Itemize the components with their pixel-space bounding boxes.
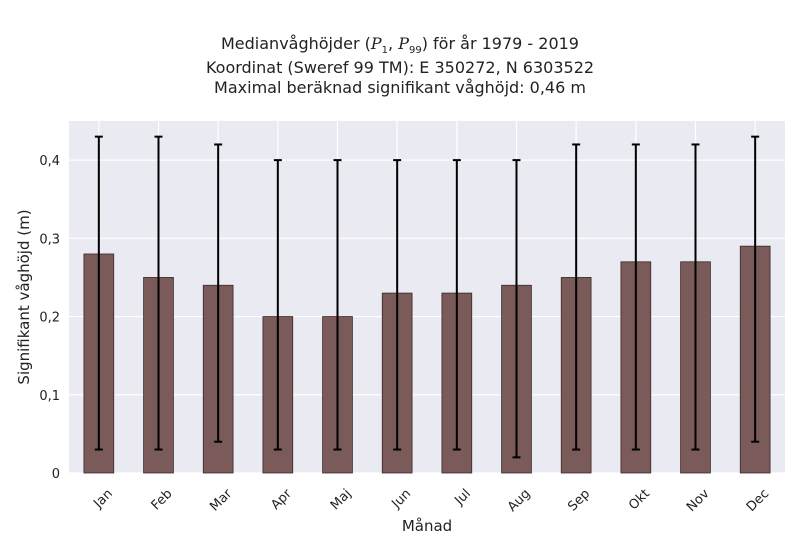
chart-title-line-1: Medianvåghöjder (P1, P99) för år 1979 - …: [221, 34, 579, 57]
y-tick-label: 0,3: [39, 232, 60, 247]
x-tick-label-mar: Mar: [207, 486, 235, 514]
errorbar-feb: [154, 135, 163, 451]
errorbar-jun: [393, 159, 402, 451]
error-bars: [94, 135, 760, 459]
errorbar-jul: [452, 159, 461, 451]
x-tick-labels: Jan Feb Mar Apr Maj Jun Jul Aug Sep Okt Nov Dec: [90, 486, 772, 515]
x-tick-label-nov: Nov: [684, 486, 713, 515]
x-tick-label-apr: Apr: [268, 486, 295, 513]
p1-symbol: P: [370, 34, 382, 53]
errorbar-jan: [94, 135, 103, 451]
errorbar-nov: [691, 143, 700, 451]
plot-area: [69, 121, 785, 473]
x-tick-label-dec: Dec: [744, 486, 772, 514]
y-tick-label: 0,2: [39, 311, 60, 326]
x-tick-label-aug: Aug: [505, 486, 534, 515]
x-axis-label: Månad: [402, 517, 452, 535]
x-tick-label-jan: Jan: [90, 486, 115, 511]
y-axis-label: Signifikant våghöjd (m): [15, 209, 33, 384]
chart-title-line-2: Koordinat (Sweref 99 TM): E 350272, N 63…: [205, 58, 595, 77]
errorbar-okt: [631, 143, 640, 451]
x-tick-label-sep: Sep: [565, 486, 593, 514]
x-tick-label-jun: Jun: [389, 486, 415, 512]
y-tick-label: 0,1: [39, 389, 60, 404]
errorbar-maj: [333, 159, 342, 451]
y-tick-label: 0: [52, 467, 60, 482]
p99-symbol: P: [398, 34, 409, 53]
x-tick-label-maj: Maj: [328, 486, 355, 513]
chart-title-line-3: Maximal beräknad signifikant våghöjd: 0,…: [214, 78, 586, 97]
x-tick-label-jul: Jul: [451, 486, 473, 508]
x-tick-label-okt: Okt: [626, 486, 653, 513]
errorbar-apr: [273, 159, 282, 451]
errorbar-dec: [751, 135, 760, 443]
x-tick-label-feb: Feb: [149, 486, 176, 513]
y-tick-label: 0,4: [39, 154, 60, 169]
errorbar-mar: [214, 143, 223, 443]
errorbar-aug: [512, 159, 521, 459]
errorbar-sep: [572, 143, 581, 451]
y-tick-labels: 0 0,1 0,2 0,3 0,4: [39, 154, 60, 482]
